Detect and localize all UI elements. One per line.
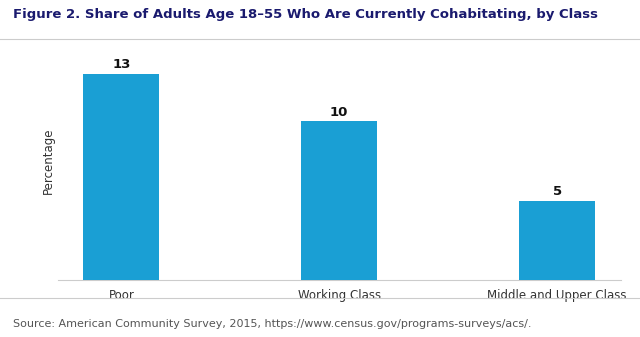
Bar — [519, 201, 595, 280]
Bar — [83, 74, 159, 280]
Text: 10: 10 — [330, 106, 348, 119]
Y-axis label: Percentage: Percentage — [42, 128, 55, 194]
Text: 13: 13 — [112, 58, 131, 71]
Text: Source: American Community Survey, 2015, https://www.census.gov/programs-surveys: Source: American Community Survey, 2015,… — [13, 318, 531, 329]
Text: 5: 5 — [552, 185, 562, 198]
Bar — [301, 121, 378, 280]
Text: Figure 2. Share of Adults Age 18–55 Who Are Currently Cohabitating, by Class: Figure 2. Share of Adults Age 18–55 Who … — [13, 8, 598, 22]
